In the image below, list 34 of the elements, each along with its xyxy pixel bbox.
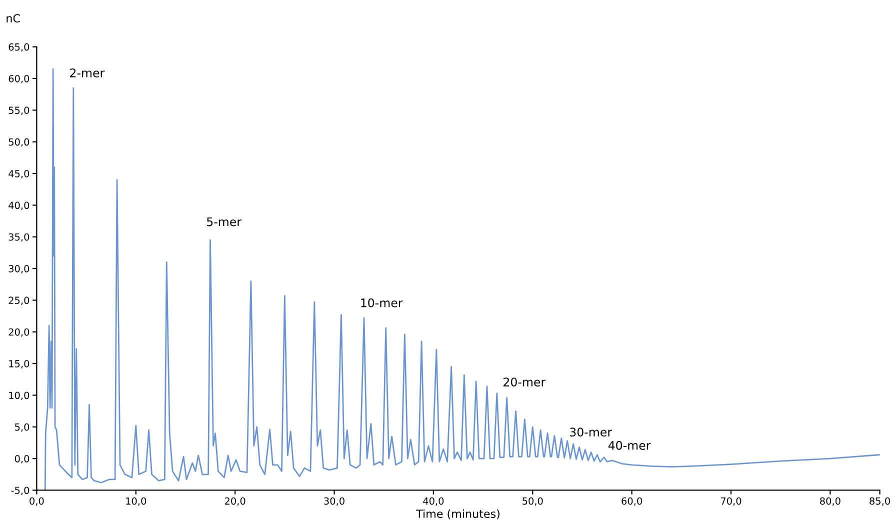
y-tick-label: 5,0 xyxy=(15,423,30,432)
y-tick-label: 45,0 xyxy=(8,170,30,178)
y-tick-label: 15,0 xyxy=(9,360,30,368)
y-tick-label: 0,0 xyxy=(14,455,30,464)
x-tick-label: 30,0 xyxy=(324,497,344,506)
x-tick-label: 20,0 xyxy=(224,497,246,506)
x-tick-label: 40,0 xyxy=(423,497,444,506)
y-axis-title: nC xyxy=(6,14,20,22)
x-tick-label: 70,0 xyxy=(720,497,742,506)
x-tick-label: 10,0 xyxy=(126,497,146,506)
y-tick-label: 60,0 xyxy=(8,74,30,84)
annotation: 20-mer xyxy=(504,378,546,386)
y-tick-label: 50,0 xyxy=(8,138,30,147)
x-tick-label: 0,0 xyxy=(30,497,44,506)
annotation: 10-mer xyxy=(361,298,403,308)
x-tick-label: 50,0 xyxy=(522,497,543,506)
y-tick-label: 65,0 xyxy=(8,43,30,52)
y-tick-label: 55,0 xyxy=(8,106,30,115)
y-tick-label: 30,0 xyxy=(8,265,30,274)
line-series xyxy=(44,68,880,490)
annotation: 40-mer xyxy=(608,440,651,450)
x-axis-title: Time (minutes) xyxy=(416,509,500,520)
annotation: 5-mer xyxy=(207,217,242,226)
x-tick-label: 85,0 xyxy=(870,497,890,506)
x-tick-label: 80,0 xyxy=(820,497,840,506)
annotation: 30-mer xyxy=(570,428,612,437)
annotation: 2-mer xyxy=(70,68,105,78)
y-tick-label: 20,0 xyxy=(8,328,30,337)
y-tick-label: 25,0 xyxy=(8,296,30,306)
y-tick-label: 10,0 xyxy=(9,392,30,400)
x-tick-label: 60,0 xyxy=(622,497,642,506)
y-tick-label: 35,0 xyxy=(8,233,30,242)
y-tick-label: 40,0 xyxy=(8,202,30,210)
y-tick-label: -5,0 xyxy=(11,486,30,496)
